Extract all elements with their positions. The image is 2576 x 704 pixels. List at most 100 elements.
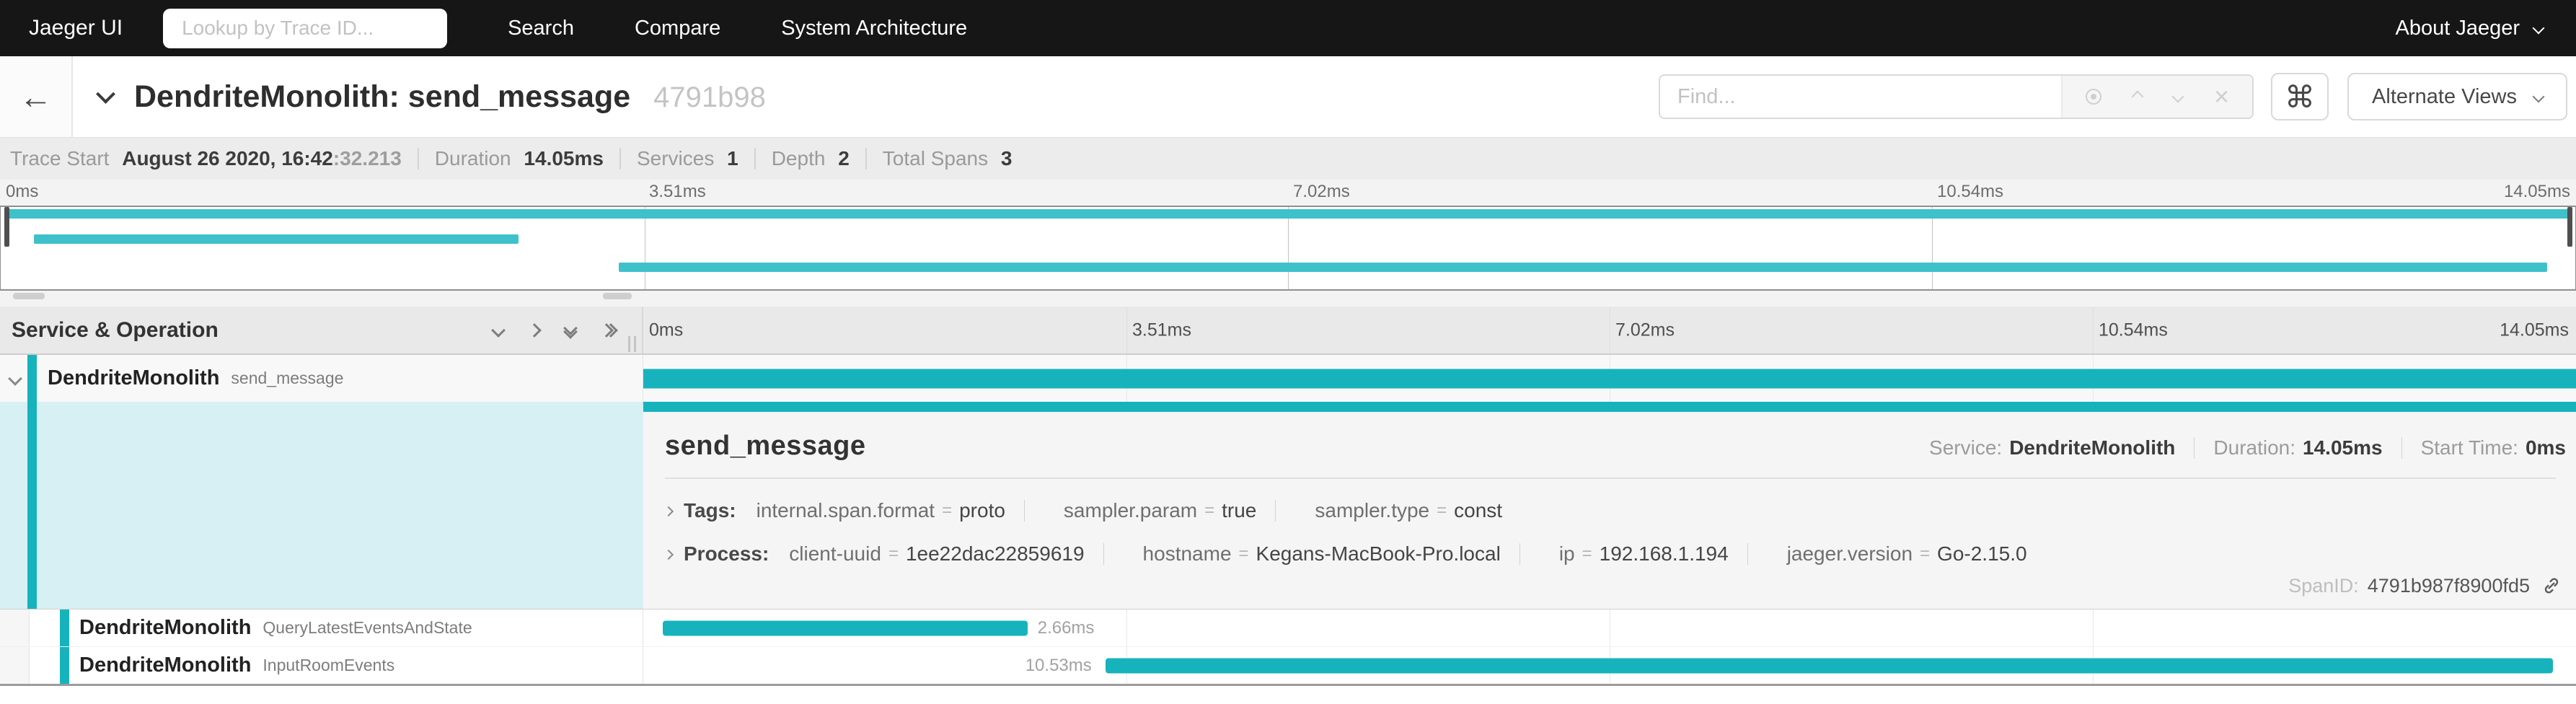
- scrubber-foot: [13, 293, 45, 299]
- minimap-gridline: [1931, 207, 1933, 289]
- timeline-tick: 14.05ms: [2500, 320, 2569, 340]
- minimap-gridline: [1288, 207, 1289, 289]
- tags-toggle[interactable]: Tags: internal.span.format = proto sampler…: [663, 499, 1503, 522]
- span-name-cell[interactable]: DendriteMonolith QueryLatestEventsAndSta…: [0, 610, 643, 646]
- span-duration-bar[interactable]: [1105, 658, 2553, 673]
- about-jaeger-menu[interactable]: About Jaeger: [2395, 17, 2545, 40]
- summary-depth: Depth 2: [771, 147, 850, 170]
- summary-trace-start: Trace Start August 26 2020, 16:42:32.213: [10, 147, 402, 170]
- divider: [1103, 543, 1104, 565]
- divider: [417, 148, 419, 170]
- timeline-tick: 0ms: [649, 320, 684, 340]
- span-detail-meta: Service: DendriteMonolith Duration: 14.0…: [1929, 436, 2566, 459]
- span-detail-operation-title: send_message: [665, 431, 866, 461]
- process-pair: client-uuid = 1ee22dac22859619: [789, 542, 1085, 565]
- nav-item-system-architecture[interactable]: System Architecture: [781, 16, 968, 40]
- find-suffix-controls: ×: [2061, 76, 2253, 118]
- span-timeline-cell[interactable]: 2.66ms: [643, 610, 2576, 646]
- collapse-all-icon[interactable]: [563, 321, 578, 339]
- tag-pair: internal.span.format = proto: [756, 499, 1005, 522]
- find-clear-icon[interactable]: ×: [2214, 82, 2230, 111]
- span-row-input-room-events[interactable]: DendriteMonolith InputRoomEvents 10.53ms: [0, 646, 2576, 684]
- scrubber-foot: [603, 293, 632, 299]
- divider: [619, 148, 621, 170]
- timeline-bottom-border: [0, 684, 2576, 686]
- divider: [865, 148, 867, 170]
- span-name-cell[interactable]: DendriteMonolith InputRoomEvents: [0, 647, 643, 684]
- summary-services: Services 1: [636, 147, 738, 170]
- trace-collapse-toggle-icon[interactable]: [96, 84, 115, 104]
- span-duration-bar[interactable]: [643, 369, 2576, 388]
- trace-lookup-input[interactable]: [163, 8, 448, 48]
- expand-one-icon[interactable]: [527, 322, 542, 338]
- span-operation-name: InputRoomEvents: [263, 656, 395, 674]
- process-pair: hostname = Kegans-MacBook-Pro.local: [1142, 542, 1501, 565]
- nav-item-compare[interactable]: Compare: [634, 16, 721, 40]
- divider: [2194, 437, 2195, 459]
- minimap-tick: 3.51ms: [649, 182, 706, 201]
- span-duration-bar[interactable]: [662, 620, 1028, 635]
- trace-minimap[interactable]: [0, 206, 2576, 291]
- span-detail-row: send_message Service: DendriteMonolith D…: [0, 402, 2576, 610]
- minimap-tick: 7.02ms: [1293, 182, 1350, 201]
- find-control: ×: [1659, 74, 2254, 119]
- expand-all-icon[interactable]: [599, 322, 618, 338]
- timeline-gridline: [2093, 307, 2094, 353]
- span-id-value: 4791b987f8900fd5: [2367, 574, 2530, 597]
- timeline-header-row: Service & Operation 0ms 3.51ms 7.02ms 10…: [0, 307, 2576, 355]
- minimap-tick: 14.05ms: [2503, 182, 2570, 201]
- tag-pair: sampler.type = const: [1315, 499, 1503, 522]
- find-input[interactable]: [1660, 76, 2061, 118]
- span-timeline-cell[interactable]: 10.53ms: [643, 647, 2576, 684]
- find-next-icon[interactable]: [2171, 90, 2184, 103]
- deep-link-icon[interactable]: [2540, 574, 2563, 597]
- span-name-cell[interactable]: DendriteMonolith send_message: [0, 355, 643, 402]
- collapse-one-icon[interactable]: [491, 322, 506, 338]
- column-resize-grip[interactable]: [628, 336, 636, 352]
- minimap-footer-strip: [0, 291, 2576, 307]
- span-timeline-cell[interactable]: [643, 355, 2576, 402]
- span-row-send-message[interactable]: DendriteMonolith send_message: [0, 355, 2576, 402]
- back-button[interactable]: ←: [0, 56, 73, 137]
- alternate-views-label: Alternate Views: [2372, 84, 2517, 108]
- divider: [1519, 543, 1520, 565]
- process-toggle[interactable]: Process: client-uuid = 1ee22dac22859619 ho…: [663, 542, 2027, 566]
- process-pair: jaeger.version = Go-2.15.0: [1786, 542, 2027, 565]
- trace-title-text: DendriteMonolith: send_message: [134, 79, 631, 114]
- minimap-left-scrubber-handle[interactable]: [4, 207, 9, 247]
- timeline-ticks: 0ms 3.51ms 7.02ms 10.54ms 14.05ms: [643, 307, 2576, 353]
- timeline-tick: 7.02ms: [1615, 320, 1675, 340]
- timeline-tick: 10.54ms: [2099, 320, 2168, 340]
- focus-target-icon[interactable]: [2086, 89, 2101, 105]
- service-color-stripe: [27, 402, 37, 609]
- span-detail-selection-column[interactable]: [0, 402, 643, 609]
- nav-item-search[interactable]: Search: [508, 16, 574, 40]
- minimap-tick-labels: 0ms 3.51ms 7.02ms 10.54ms 14.05ms: [0, 180, 2576, 206]
- alternate-views-button[interactable]: Alternate Views: [2347, 73, 2567, 120]
- divider: [1747, 543, 1748, 565]
- expand-collapse-controls: [491, 321, 618, 339]
- timeline-gridline: [1126, 307, 1127, 353]
- span-collapse-chevron-icon[interactable]: [8, 371, 22, 386]
- find-prev-icon[interactable]: [2131, 90, 2144, 103]
- minimap-tick: 10.54ms: [1937, 182, 2004, 201]
- span-operation-name: send_message: [231, 369, 344, 387]
- service-color-stripe: [60, 610, 69, 646]
- minimap-right-scrubber-handle[interactable]: [2567, 207, 2572, 247]
- process-pair: ip = 192.168.1.194: [1558, 542, 1729, 565]
- span-duration-bar[interactable]: [643, 402, 2576, 412]
- span-row-query-latest-events[interactable]: DendriteMonolith QueryLatestEventsAndSta…: [0, 610, 2576, 646]
- chevron-down-icon: [2532, 22, 2545, 35]
- divider: [665, 478, 2556, 479]
- trace-id-short: 4791b98: [653, 81, 766, 113]
- trace-summary-bar: Trace Start August 26 2020, 16:42:32.213…: [0, 137, 2576, 180]
- span-operation-name: QueryLatestEventsAndState: [263, 618, 472, 637]
- chevron-right-icon: [663, 506, 674, 517]
- app-brand[interactable]: Jaeger UI: [29, 16, 123, 40]
- summary-total-spans: Total Spans 3: [882, 147, 1013, 170]
- service-color-stripe: [27, 355, 37, 402]
- keyboard-shortcuts-button[interactable]: ⌘: [2271, 73, 2329, 120]
- chevron-down-icon: [2532, 90, 2545, 103]
- summary-duration: Duration 14.05ms: [434, 147, 604, 170]
- service-color-stripe: [60, 647, 69, 684]
